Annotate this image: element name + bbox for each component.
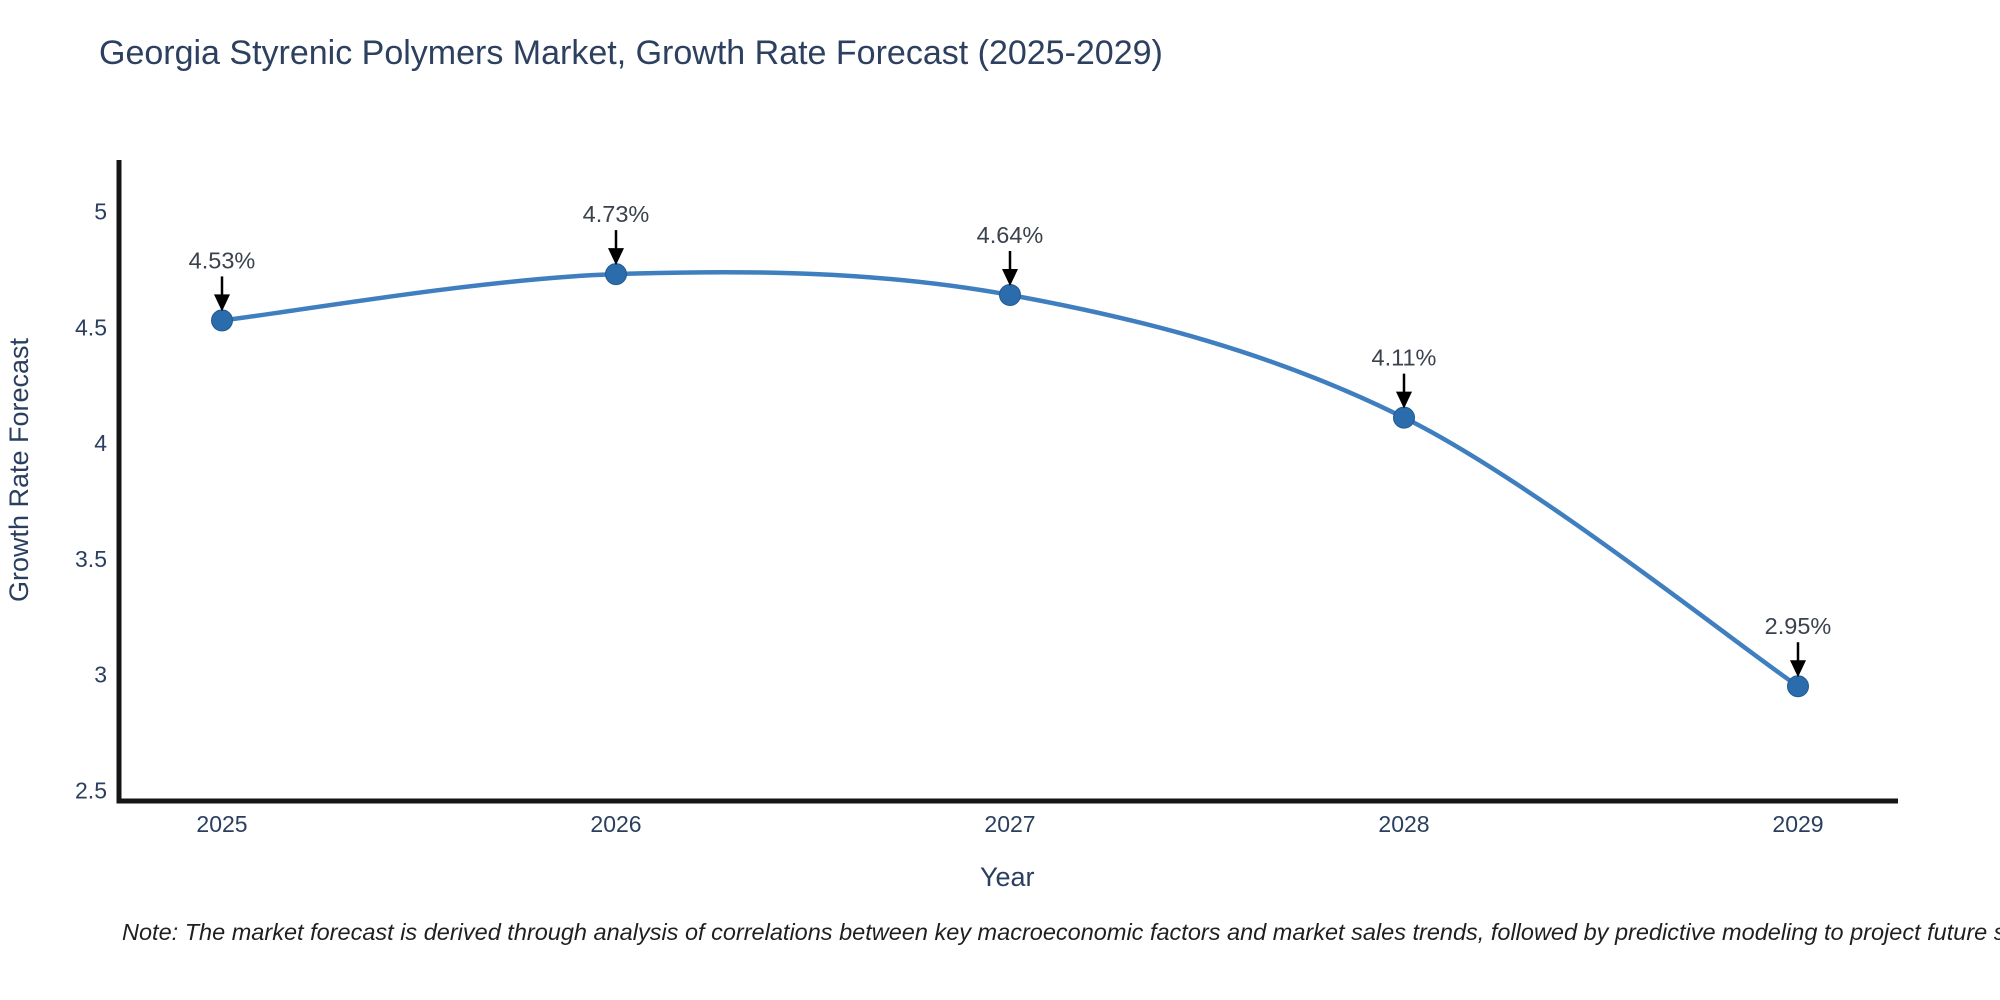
data-point-2028[interactable] (1393, 406, 1415, 429)
y-axis-title: Growth Rate Forecast (4, 337, 34, 602)
forecast-line (219, 269, 1801, 689)
y-tick-label: 4.5 (75, 314, 107, 340)
x-tick-label: 2026 (590, 811, 641, 837)
annotation-arrowhead-icon (608, 248, 624, 266)
x-tick-label: 2029 (1772, 811, 1823, 837)
y-tick-label: 3 (94, 662, 107, 688)
y-tick-label: 3.5 (75, 546, 107, 572)
annotation-arrowhead-icon (1790, 660, 1806, 678)
y-tick-label: 2.5 (75, 777, 107, 803)
x-axis-title: Year (980, 862, 1035, 892)
annotation-label: 4.11% (1372, 345, 1437, 371)
x-tick-label: 2028 (1378, 811, 1429, 837)
annotation-label: 2.95% (1765, 613, 1832, 639)
data-point-2027[interactable] (999, 283, 1021, 306)
annotation-label: 4.73% (583, 201, 650, 227)
annotation-arrowhead-icon (214, 294, 230, 312)
x-tick-label: 2025 (196, 811, 247, 837)
annotation-label: 4.53% (189, 247, 256, 273)
data-point-2029[interactable] (1787, 675, 1809, 698)
annotation-arrowhead-icon (1002, 268, 1018, 286)
chart-title: Georgia Styrenic Polymers Market, Growth… (99, 34, 1163, 72)
annotation-arrowhead-icon (1396, 391, 1412, 409)
y-tick-label: 4 (94, 430, 107, 456)
data-point-2026[interactable] (605, 263, 627, 286)
y-tick-label: 5 (94, 199, 107, 225)
data-point-2025[interactable] (211, 309, 233, 332)
x-tick-label: 2027 (984, 811, 1035, 837)
chart-footnote: Note: The market forecast is derived thr… (122, 919, 2000, 945)
annotation-label: 4.64% (977, 222, 1044, 248)
